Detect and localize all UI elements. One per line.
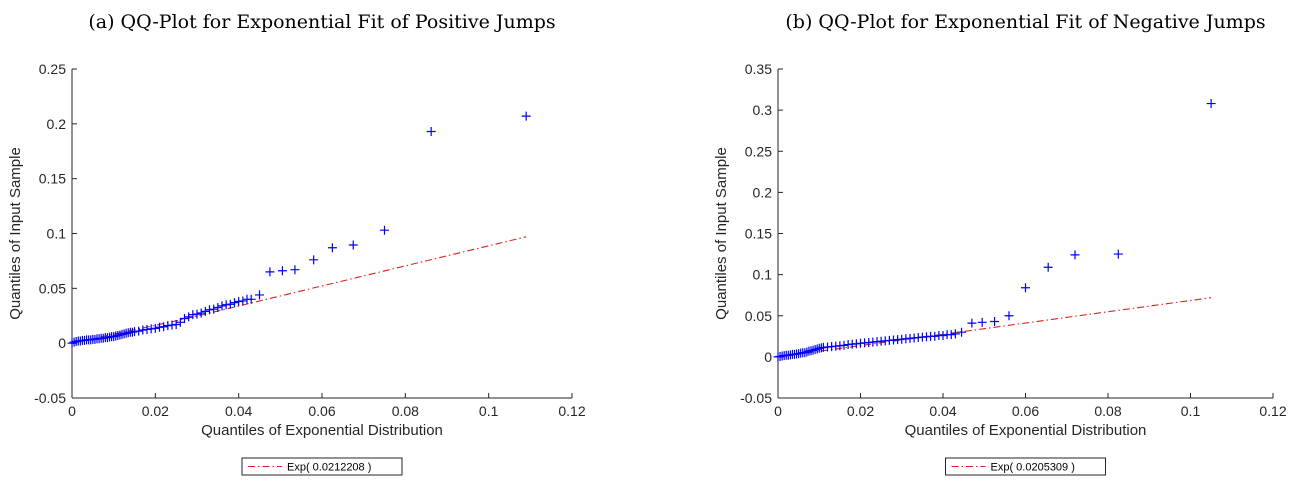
sample-point (800, 348, 810, 358)
sample-point (230, 298, 239, 308)
x-tick-label: 0 (68, 403, 76, 419)
sample-point (255, 290, 264, 300)
legend: Exp( 0.0205309 ) (945, 457, 1106, 476)
x-tick-label: 0.02 (847, 403, 874, 419)
qq-plot-negative-jumps: (b) QQ-Plot for Exponential Fit of Negat… (713, 11, 1287, 476)
sample-point (957, 327, 967, 337)
sample-point (946, 330, 956, 340)
x-tick-label: 0 (774, 403, 782, 419)
sample-point (812, 344, 822, 354)
qq-plot-positive-jumps: (a) QQ-Plot for Exponential Fit of Posit… (7, 11, 586, 476)
sample-point (327, 243, 337, 253)
y-tick-label: 0.05 (745, 308, 772, 324)
sample-point (67, 338, 77, 348)
sample-point (839, 340, 849, 350)
sample-point (977, 317, 987, 327)
x-tick-label: 0.08 (1094, 403, 1121, 419)
sample-point (950, 329, 960, 339)
x-tick-label: 0.02 (142, 403, 169, 419)
y-tick-label: 0.15 (39, 171, 66, 187)
sample-point (802, 347, 812, 357)
sample-point (134, 326, 144, 336)
x-tick-label: 0.06 (308, 403, 335, 419)
sample-point (184, 312, 194, 322)
y-tick-label: 0 (58, 335, 66, 351)
sample-point (1113, 249, 1123, 259)
sample-point (348, 240, 358, 250)
x-axis-label: Quantiles of Exponential Distribution (201, 422, 443, 439)
sample-point (990, 317, 1000, 327)
sample-point (180, 313, 189, 323)
chart-title: (b) QQ-Plot for Exponential Fit of Negat… (785, 11, 1265, 33)
x-tick-label: 0.12 (558, 403, 585, 419)
sample-point (1021, 283, 1030, 293)
sample-point (1004, 311, 1014, 321)
sample-point (808, 345, 818, 355)
legend: Exp( 0.0212208 ) (241, 457, 403, 476)
y-tick-label: 0 (764, 349, 772, 365)
sample-point (967, 318, 977, 328)
y-tick-label: -0.05 (34, 390, 66, 406)
y-tick-label: 0.05 (39, 280, 66, 296)
sample-point (175, 317, 185, 327)
exponential-fit-line (777, 297, 1212, 358)
sample-point (930, 331, 940, 341)
x-tick-label: 0.12 (1259, 403, 1286, 419)
y-tick-label: 0.1 (47, 226, 67, 242)
exponential-fit-line (71, 236, 527, 344)
sample-point (150, 323, 160, 333)
y-axis-label: Quantiles of Input Sample (713, 147, 730, 320)
sample-point (200, 306, 210, 316)
sample-point (265, 267, 275, 277)
y-tick-label: 0.15 (745, 226, 772, 242)
y-tick-label: -0.05 (740, 390, 772, 406)
sample-point (277, 266, 287, 276)
sample-point (521, 111, 531, 121)
sample-point (290, 265, 300, 275)
chart-title: (a) QQ-Plot for Exponential Fit of Posit… (88, 11, 555, 33)
sample-point (213, 303, 223, 313)
sample-point (171, 320, 181, 330)
sample-point (1206, 99, 1216, 109)
plot-area: 0 0.02 0.04 0.06 0.08 0.1 0.12-0.0500.050.10.1… (740, 61, 1287, 419)
x-tick-label: 0.08 (392, 403, 419, 419)
sample-point (309, 255, 319, 265)
y-axis-label: Quantiles of Input Sample (7, 147, 24, 320)
legend-entry: Exp( 0.0212208 ) (287, 462, 371, 474)
sample-point (225, 299, 235, 309)
plot-area: 0 0.02 0.04 0.06 0.08 0.1 0.12-0.0500.050.10.1… (34, 61, 586, 419)
sample-point (1043, 262, 1053, 272)
sample-point (217, 301, 227, 311)
y-tick-label: 0.3 (753, 102, 773, 118)
sample-point (192, 309, 202, 319)
sample-point (426, 127, 436, 137)
sample-point (209, 304, 219, 314)
y-tick-label: 0.25 (745, 143, 772, 159)
y-tick-label: 0.25 (39, 61, 66, 77)
y-tick-label: 0.2 (753, 184, 773, 200)
sample-point (246, 294, 256, 304)
legend-box (945, 457, 1106, 476)
x-tick-label: 0.1 (479, 403, 499, 419)
y-tick-label: 0.2 (47, 116, 67, 132)
y-tick-label: 0.1 (753, 267, 773, 283)
legend-entry: Exp( 0.0205309 ) (991, 462, 1075, 474)
x-axis-label: Quantiles of Exponential Distribution (905, 422, 1147, 439)
x-tick-label: 0.1 (1181, 403, 1201, 419)
sample-point (238, 296, 248, 306)
legend-box (241, 457, 403, 476)
sample-point (196, 308, 206, 318)
x-tick-label: 0.04 (225, 403, 252, 419)
x-tick-label: 0.06 (1012, 403, 1039, 419)
sample-point (380, 225, 389, 235)
x-tick-label: 0.04 (929, 403, 956, 419)
y-tick-label: 0.35 (745, 61, 772, 77)
sample-point (1070, 250, 1080, 260)
sample-point (938, 330, 948, 340)
sample-point (159, 322, 169, 332)
